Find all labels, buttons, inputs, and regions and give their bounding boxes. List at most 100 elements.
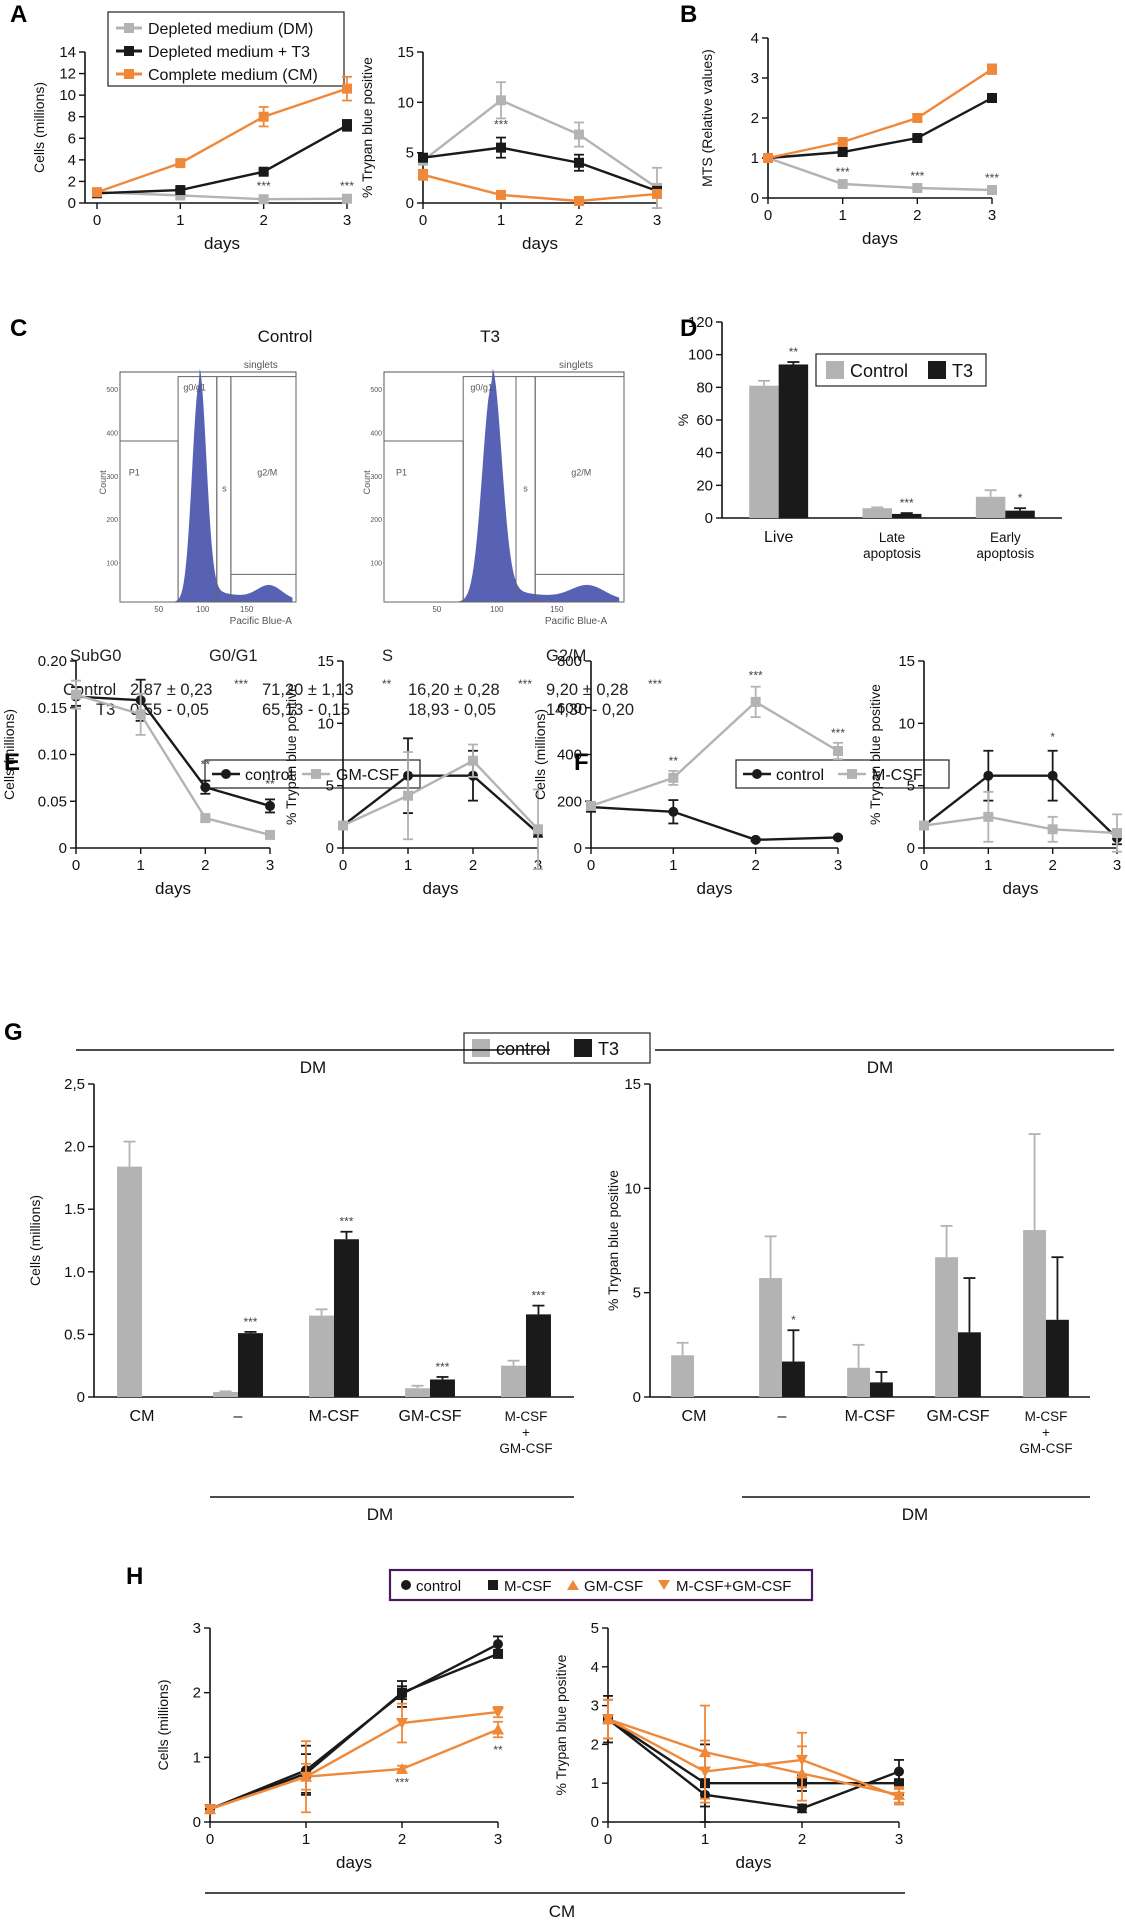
series-control bbox=[586, 799, 843, 845]
x-category-label: CM bbox=[130, 1408, 155, 1425]
flow-y-tick: 400 bbox=[370, 430, 382, 437]
y-tick-label: 2 bbox=[591, 1736, 599, 1753]
y-tick-label: 0 bbox=[591, 1814, 599, 1831]
chart-b-mts: 0 1 2 3 4 MTS (Relative values) 0 1 2 3 days *** ***… bbox=[699, 30, 999, 248]
x-tick-label: 3 bbox=[834, 857, 842, 874]
data-point bbox=[175, 185, 186, 196]
series-complete-medium-cm- bbox=[418, 168, 662, 206]
x-category-label: – bbox=[234, 1408, 243, 1425]
x-tick-label: 0 bbox=[339, 857, 347, 874]
y-tick-label: 4 bbox=[591, 1659, 599, 1676]
bar-control bbox=[759, 1278, 782, 1397]
y-axis-label: % Trypan blue positive bbox=[605, 1170, 621, 1311]
table-cell: 18,93 - 0,05 bbox=[408, 701, 496, 719]
x-tick-label: 1 bbox=[984, 857, 992, 874]
data-point bbox=[493, 1639, 503, 1650]
data-point bbox=[912, 133, 923, 143]
significance-label: * bbox=[791, 1313, 796, 1327]
y-tick-label: 0 bbox=[68, 195, 76, 212]
flow-y-tick: 200 bbox=[106, 517, 118, 524]
y-tick-label: 0 bbox=[59, 840, 67, 857]
chart-g-trypan: 0 5 10 15 % Trypan blue positive CM – M-CSF GM-C… bbox=[605, 1076, 1090, 1456]
legend-a-item-dm: Depleted medium (DM) bbox=[148, 21, 313, 38]
data-point bbox=[837, 179, 848, 189]
data-point bbox=[668, 806, 679, 817]
legend-marker-control bbox=[401, 1580, 411, 1590]
x-tick-label: 0 bbox=[419, 212, 427, 229]
x-tick-label: 2 bbox=[751, 857, 759, 874]
bar-control bbox=[847, 1367, 870, 1397]
y-tick-label: 15 bbox=[898, 653, 915, 670]
y-tick-label: 5 bbox=[326, 778, 334, 795]
data-point bbox=[265, 800, 275, 811]
data-point bbox=[837, 147, 848, 157]
x-tick-label: 1 bbox=[669, 857, 677, 874]
legend-swatch-t3 bbox=[928, 361, 946, 379]
group-label-g-right: DM bbox=[902, 1505, 928, 1524]
bar-control bbox=[405, 1388, 430, 1397]
table-cell: 2,87 ± 0,23 bbox=[130, 681, 212, 699]
flow-x-tick: 50 bbox=[154, 605, 163, 614]
series-line bbox=[96, 191, 348, 201]
legend-g-item-t3: T3 bbox=[598, 1039, 619, 1059]
significance-label: ** bbox=[201, 758, 211, 772]
x-tick-label: 2 bbox=[798, 1831, 806, 1848]
chart-e-cells: 0 0.05 0.10 0.15 0.20 Cells (millions) 0 1 2 3 day… bbox=[1, 653, 275, 898]
group-bracket-g-left: DM bbox=[210, 1496, 574, 1524]
y-axis-label: % bbox=[675, 414, 691, 426]
group-bracket-f: DM bbox=[655, 1049, 1114, 1077]
series-depleted-medium-dm- bbox=[418, 81, 662, 209]
x-category-label: GM-CSF bbox=[926, 1408, 989, 1425]
panel-letter-a: A bbox=[10, 1, 27, 28]
data-point bbox=[342, 83, 352, 94]
data-point bbox=[602, 1714, 614, 1726]
x-category-label: M-CSF bbox=[1025, 1409, 1068, 1424]
x-category-label: Late bbox=[879, 530, 905, 545]
data-point bbox=[912, 113, 923, 123]
x-tick-label: 1 bbox=[176, 212, 184, 229]
table-header-s: S bbox=[382, 647, 393, 665]
y-tick-label: 8 bbox=[68, 109, 76, 126]
group-label-f: DM bbox=[867, 1058, 893, 1077]
group-label-h: CM bbox=[549, 1902, 575, 1921]
series-line bbox=[590, 700, 839, 808]
gate-g2m bbox=[534, 376, 625, 603]
group-label-g-left: DM bbox=[367, 1505, 393, 1524]
flow-histogram-area bbox=[155, 368, 293, 602]
data-point bbox=[833, 832, 843, 843]
series-line bbox=[607, 1718, 900, 1810]
flow-y-tick: 500 bbox=[106, 387, 118, 394]
table-cell: 9,20 ± 0,28 bbox=[546, 681, 628, 699]
x-tick-label: 1 bbox=[136, 857, 144, 874]
data-point bbox=[175, 158, 186, 169]
table-cell: 0,55 - 0,05 bbox=[130, 701, 209, 719]
flow-title: Control bbox=[258, 327, 313, 346]
legend-a: Depleted medium (DM) Depleted medium + T… bbox=[107, 11, 345, 87]
series-complete-medium-cm- bbox=[763, 63, 997, 163]
x-tick-label: 2 bbox=[469, 857, 477, 874]
legend-d-item-t3: T3 bbox=[952, 361, 973, 381]
data-point bbox=[493, 1648, 503, 1659]
series-gm-csf bbox=[71, 679, 275, 840]
bar-control bbox=[975, 496, 1006, 518]
gate-label-p1: P1 bbox=[129, 468, 140, 478]
data-point bbox=[912, 183, 923, 193]
x-axis-label: days bbox=[423, 879, 459, 898]
series-line bbox=[342, 759, 539, 831]
data-point bbox=[797, 1803, 807, 1814]
gate-p1 bbox=[119, 440, 179, 603]
x-tick-label: 0 bbox=[604, 1831, 612, 1848]
legend-f: control M-CSF bbox=[735, 759, 950, 789]
flow-histogram-t3: T3 P1 g0/g1 s g2/M singlets 500 400 300 200 100 Cou… bbox=[362, 327, 625, 627]
significance-label: ** bbox=[669, 754, 679, 768]
legend-swatch-control bbox=[826, 361, 844, 379]
y-tick-label: 0.15 bbox=[38, 700, 67, 717]
data-point bbox=[1047, 824, 1058, 835]
y-tick-label: 0.20 bbox=[38, 653, 67, 670]
series-line bbox=[342, 774, 539, 834]
y-tick-label: 60 bbox=[696, 412, 713, 429]
gate-label-g0g1: g0/g1 bbox=[183, 382, 206, 392]
panel-letter-g: G bbox=[4, 1019, 23, 1046]
series-control bbox=[603, 1695, 904, 1814]
y-tick-label: 120 bbox=[688, 314, 713, 331]
